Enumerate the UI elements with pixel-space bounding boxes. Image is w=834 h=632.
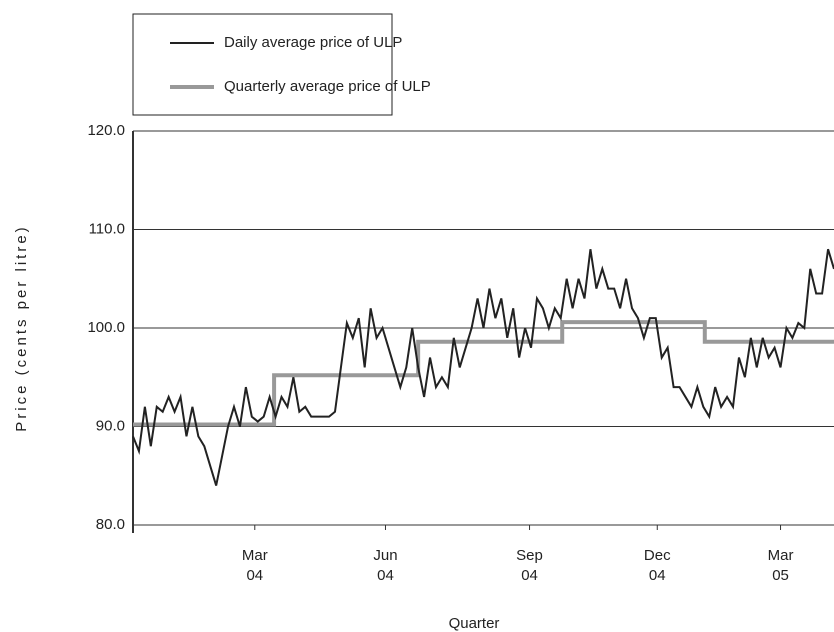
x-axis-label: Quarter [449,615,500,632]
x-tick-label: Jun 04 [373,547,398,584]
series-line [132,248,834,486]
y-tick-label: 120.0 [87,122,125,139]
y-tick-label: 90.0 [96,417,125,434]
y-tick-label: 110.0 [89,220,125,237]
legend-label: Daily average price of ULP [224,34,402,51]
legend-label: Quarterly average price of ULP [224,78,431,95]
x-tick-label: Dec 04 [643,547,671,584]
x-tick-label: Mar 04 [241,547,268,584]
x-tick-label: Mar 05 [767,547,794,584]
y-tick-label: 100.0 [87,319,125,336]
series-line [133,320,834,427]
y-tick-label: 80.0 [96,516,125,533]
y-axis-label: Price (cents per litre) [13,224,30,431]
x-tick-label: Sep 04 [516,547,543,584]
legend-box [132,13,393,116]
